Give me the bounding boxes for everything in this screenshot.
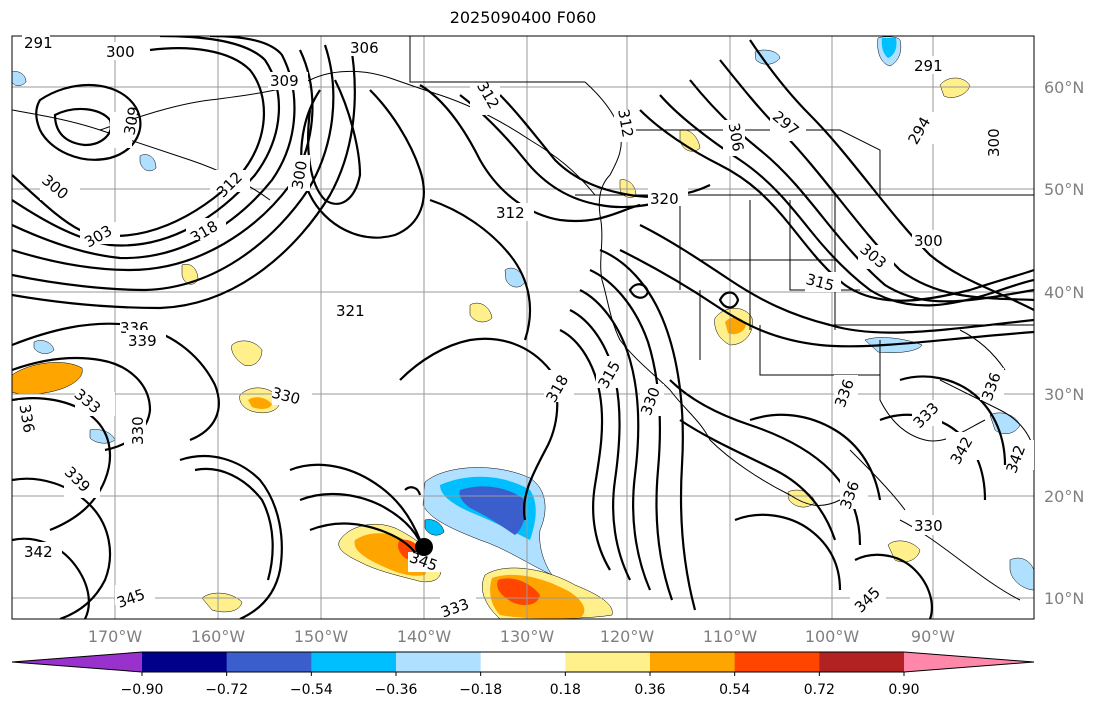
lon-label-110w: 110°W	[703, 627, 758, 646]
lat-label-40n: 40°N	[1044, 283, 1084, 302]
contour-label: 320	[650, 190, 679, 208]
colorbar-segment	[311, 652, 397, 672]
colorbar-tick-label: 0.54	[719, 682, 750, 698]
contour-label: 291	[24, 34, 53, 52]
lon-label-150w: 150°W	[294, 627, 349, 646]
colorbar-labels: −0.90 −0.72 −0.54 −0.36 −0.18 0.18 0.36 0.54 0.7…	[121, 672, 920, 698]
colorbar-segment	[565, 652, 651, 672]
colorbar-segment	[734, 652, 820, 672]
lon-label-100w: 100°W	[805, 627, 860, 646]
colorbar-segment	[226, 652, 312, 672]
storm-center-marker	[415, 538, 433, 556]
colorbar-segment	[480, 652, 566, 672]
contour-label: 300	[288, 159, 311, 190]
contour-label: 309	[120, 105, 143, 136]
lon-label-90w: 90°W	[911, 627, 955, 646]
contour-label: 306	[350, 39, 379, 57]
contour-label: 291	[914, 57, 943, 75]
colorbar-segment	[819, 652, 905, 672]
lon-label-130w: 130°W	[500, 627, 555, 646]
lat-label-60n: 60°N	[1044, 78, 1084, 97]
contour-label: 342	[24, 543, 53, 561]
lat-label-30n: 30°N	[1044, 385, 1084, 404]
colorbar-segment	[142, 652, 228, 672]
contour-label: 330	[129, 416, 147, 445]
contour-label: 336	[15, 403, 38, 434]
latitude-labels: 60°N 50°N 40°N 30°N 20°N 10°N	[1044, 78, 1084, 608]
contour-label: 306	[725, 121, 748, 152]
colorbar-tick-label: −0.90	[121, 682, 164, 698]
contour-label: 300	[106, 43, 135, 61]
colorbar-tick-label: −0.36	[375, 682, 418, 698]
colorbar-tick-label: −0.54	[290, 682, 333, 698]
shading-layer	[12, 36, 1034, 619]
contour-labels: 291 300 306 309 309 300 303 312 318 300 …	[15, 32, 1034, 622]
contour-label: 300	[985, 128, 1003, 157]
contour-label: 300	[914, 232, 943, 250]
contour-label: 321	[336, 302, 365, 320]
colorbar	[11, 651, 1035, 673]
colorbar-segment	[396, 652, 482, 672]
lon-label-160w: 160°W	[191, 627, 246, 646]
map-title: 2025090400 F060	[449, 8, 597, 27]
contour-label: 309	[270, 72, 299, 90]
colorbar-tick-label: −0.18	[459, 682, 502, 698]
lat-label-50n: 50°N	[1044, 180, 1084, 199]
contour-label: 312	[496, 204, 525, 222]
colorbar-tick-label: 0.18	[550, 682, 581, 698]
contour-label: 339	[128, 332, 157, 350]
longitude-labels: 170°W 160°W 150°W 140°W 130°W 120°W 110°…	[88, 627, 955, 646]
colorbar-tick-label: −0.72	[205, 682, 248, 698]
contour-label: 330	[914, 517, 943, 535]
colorbar-tick-label: 0.90	[888, 682, 919, 698]
lon-label-120w: 120°W	[600, 627, 655, 646]
lon-label-170w: 170°W	[88, 627, 143, 646]
plot-frame	[11, 35, 1035, 620]
lon-label-140w: 140°W	[397, 627, 452, 646]
colorbar-extend-low	[12, 652, 142, 672]
lat-label-20n: 20°N	[1044, 487, 1084, 506]
colorbar-tick-label: 0.72	[804, 682, 835, 698]
colorbar-segment	[650, 652, 736, 672]
colorbar-extend-high	[904, 652, 1034, 672]
contour-label: 312	[614, 108, 637, 139]
colorbar-tick-label: 0.36	[634, 682, 665, 698]
lat-label-10n: 10°N	[1044, 589, 1084, 608]
